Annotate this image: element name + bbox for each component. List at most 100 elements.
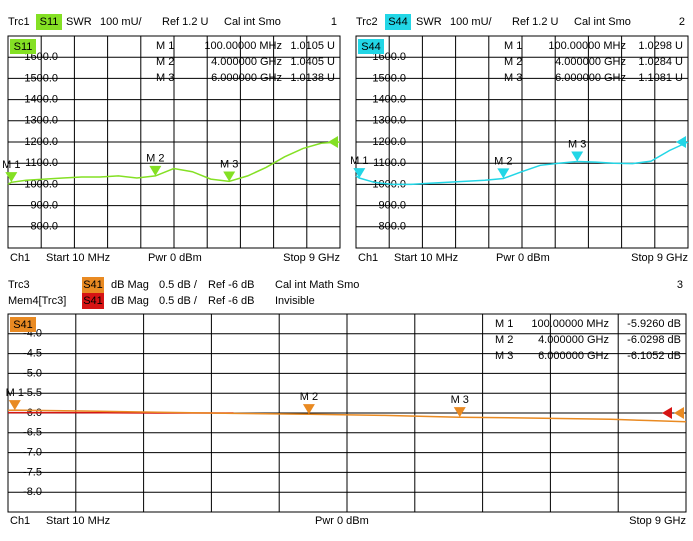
marker-table-readout: 1.0405 U	[290, 56, 335, 68]
trace-badge	[82, 293, 104, 309]
marker	[5, 172, 18, 183]
marker	[8, 400, 21, 411]
marker-label: M 2	[300, 391, 318, 403]
header-cal: Cal int Smo	[224, 16, 281, 28]
footer-power: Pwr 0 dBm	[148, 252, 202, 264]
marker-table-readout: -6.0298 dB	[627, 334, 681, 346]
trace-line	[355, 141, 689, 186]
y-tick-label: 1200.0	[24, 136, 58, 148]
marker-label: M 3	[568, 138, 586, 150]
header-scale: 100 mU/	[100, 16, 143, 28]
footer-stop: Stop 9 GHz	[283, 252, 340, 264]
header-scale: 0.5 dB /	[159, 295, 198, 307]
trace-badge	[36, 14, 62, 30]
marker-label: M 3	[220, 158, 238, 170]
marker-table-freq: 6.000000 GHz	[538, 350, 609, 362]
marker-table-freq: 100.00000 MHz	[548, 40, 626, 52]
footer-start: Start 10 MHz	[46, 515, 110, 527]
marker-table-freq: 6.000000 GHz	[211, 72, 282, 84]
header-scale: 100 mU/	[450, 16, 493, 28]
marker	[353, 168, 366, 179]
marker-table-freq: 6.000000 GHz	[555, 72, 626, 84]
header-scale: 0.5 dB /	[159, 279, 198, 291]
header-format: SWR	[66, 16, 92, 28]
marker-table-readout: 1.0284 U	[638, 56, 683, 68]
footer-start: Start 10 MHz	[394, 252, 458, 264]
plot-badge-label: S41	[13, 319, 33, 331]
y-tick-label: -4.5	[23, 348, 42, 360]
marker-table-label: M 3	[495, 350, 513, 362]
marker	[302, 404, 315, 415]
header-format: SWR	[416, 16, 442, 28]
y-tick-label: -5.5	[23, 387, 42, 399]
trace-param: S41	[83, 295, 103, 307]
ref-indicator	[676, 136, 686, 148]
y-tick-label: 1300.0	[372, 115, 406, 127]
marker-table-readout: -6.1052 dB	[627, 350, 681, 362]
footer-stop: Stop 9 GHz	[631, 252, 688, 264]
marker-table-label: M 3	[156, 72, 174, 84]
footer-channel: Ch1	[10, 515, 30, 527]
channel-number: 2	[679, 16, 685, 28]
plot-badge	[10, 39, 36, 54]
marker-table-label: M 1	[156, 40, 174, 52]
header-format: dB Mag	[111, 295, 149, 307]
header-trace: Trc3	[8, 279, 30, 291]
header-trace: Trc1	[8, 16, 30, 28]
trace-line	[7, 409, 687, 423]
y-tick-label: 1600.0	[372, 51, 406, 63]
y-tick-label: 1200.0	[372, 136, 406, 148]
marker-table-freq: 4.000000 GHz	[211, 56, 282, 68]
trace-badge	[82, 277, 104, 293]
trace-param: S44	[388, 16, 408, 28]
marker	[453, 407, 466, 418]
y-tick-label: 1100.0	[25, 157, 58, 169]
ref-indicator	[674, 407, 684, 419]
marker-label: M 1	[350, 155, 368, 167]
header-status: Invisible	[275, 295, 315, 307]
marker-table-freq: 4.000000 GHz	[555, 56, 626, 68]
y-tick-label: 1500.0	[372, 72, 406, 84]
y-tick-label: 900.0	[378, 200, 406, 212]
marker-table-label: M 3	[504, 72, 522, 84]
channel-number: 3	[677, 279, 683, 291]
y-tick-label: 1500.0	[24, 72, 58, 84]
channel-number: 1	[331, 16, 337, 28]
y-tick-label: -6.5	[23, 427, 42, 439]
y-tick-label: 900.0	[30, 200, 58, 212]
marker-label: M 2	[146, 153, 164, 165]
footer-channel: Ch1	[10, 252, 30, 264]
marker-table-readout: 1.0138 U	[290, 72, 335, 84]
y-tick-label: 1000.0	[24, 178, 58, 190]
header-cal: Cal int Math Smo	[275, 279, 359, 291]
marker	[223, 171, 236, 182]
y-tick-label: 1600.0	[24, 51, 58, 63]
marker	[571, 151, 584, 162]
ref-indicator	[662, 407, 672, 419]
marker-table-freq: 100.00000 MHz	[204, 40, 282, 52]
plot-badge-label: S11	[14, 41, 33, 53]
trace-param: S41	[83, 279, 103, 291]
marker-table-label: M 2	[504, 56, 522, 68]
y-tick-label: 1300.0	[24, 115, 58, 127]
header-format: dB Mag	[111, 279, 149, 291]
marker-table-readout: -5.9260 dB	[627, 318, 681, 330]
y-tick-label: 800.0	[30, 221, 58, 233]
footer-start: Start 10 MHz	[46, 252, 110, 264]
marker	[149, 165, 162, 176]
marker-label: M 1	[2, 159, 20, 171]
marker-table-freq: 100.00000 MHz	[531, 318, 609, 330]
footer-power: Pwr 0 dBm	[496, 252, 550, 264]
header-cal: Cal int Smo	[574, 16, 631, 28]
y-tick-label: -8.0	[23, 486, 42, 498]
marker-table-freq: 4.000000 GHz	[538, 334, 609, 346]
y-tick-label: -5.0	[23, 367, 42, 379]
header-ref: Ref -6 dB	[208, 279, 254, 291]
marker-table-label: M 2	[495, 334, 513, 346]
trace-badge	[385, 14, 411, 30]
marker	[497, 168, 510, 179]
plot-badge-label: S44	[361, 41, 381, 53]
ref-indicator	[328, 136, 338, 148]
